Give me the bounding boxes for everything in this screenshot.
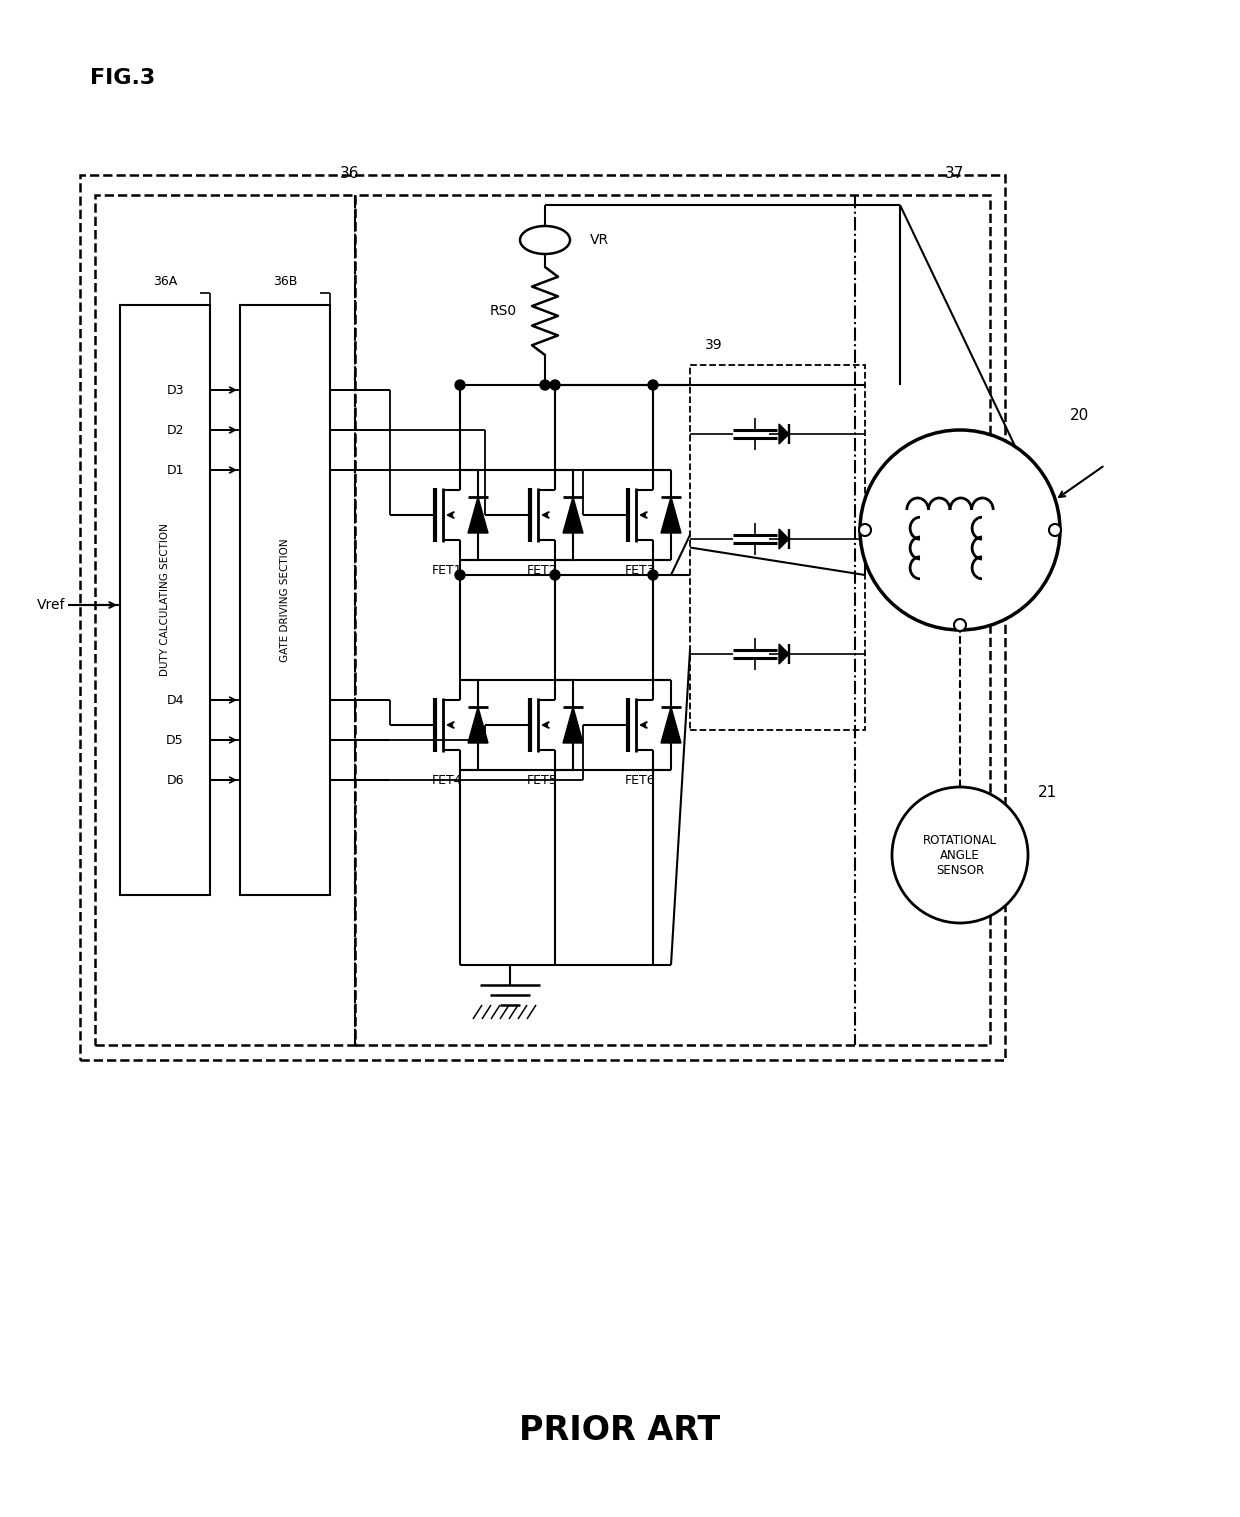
Bar [81,174,1004,1060]
Polygon shape [563,498,583,532]
Text: D6: D6 [166,774,184,786]
Text: 39: 39 [706,338,723,352]
Text: FET6: FET6 [625,774,655,786]
Polygon shape [779,645,789,664]
Text: FET5: FET5 [527,774,557,786]
Bar [120,305,210,895]
Text: 37: 37 [945,165,965,181]
Bar [95,196,355,1045]
Text: ROTATIONAL
ANGLE
SENSOR: ROTATIONAL ANGLE SENSOR [923,833,997,877]
Text: D5: D5 [166,734,184,746]
Bar [355,196,990,1045]
Circle shape [455,379,465,390]
Text: VR: VR [590,234,609,247]
Circle shape [861,429,1060,630]
Text: 20: 20 [1070,408,1089,423]
Circle shape [892,787,1028,922]
Circle shape [954,619,966,631]
Circle shape [539,379,551,390]
Circle shape [455,570,465,579]
Text: FET2: FET2 [527,563,557,576]
Text: FET3: FET3 [625,563,655,576]
Circle shape [1049,523,1061,536]
Polygon shape [661,707,681,743]
Polygon shape [563,707,583,743]
Text: D4: D4 [166,693,184,707]
Text: D1: D1 [166,464,184,476]
Text: RS0: RS0 [490,303,517,319]
Ellipse shape [520,226,570,253]
Polygon shape [467,498,489,532]
Text: FIG.3: FIG.3 [91,68,155,88]
Circle shape [551,570,560,579]
Text: D2: D2 [166,423,184,437]
Text: GATE DRIVING SECTION: GATE DRIVING SECTION [280,539,290,661]
Text: FET1: FET1 [432,563,463,576]
Text: Vref: Vref [36,598,64,611]
Text: DUTY CALCULATING SECTION: DUTY CALCULATING SECTION [160,523,170,677]
Text: 36B: 36B [273,275,298,288]
Polygon shape [467,707,489,743]
Circle shape [859,523,870,536]
Bar [689,366,866,730]
Circle shape [649,379,658,390]
Bar [241,305,330,895]
Text: 36: 36 [340,165,360,181]
Polygon shape [779,423,789,444]
Text: 36A: 36A [153,275,177,288]
Polygon shape [661,498,681,532]
Circle shape [649,570,658,579]
Text: D3: D3 [166,384,184,396]
Text: FET4: FET4 [432,774,463,786]
Polygon shape [779,529,789,549]
Text: PRIOR ART: PRIOR ART [520,1414,720,1447]
Text: 21: 21 [1038,784,1058,799]
Circle shape [551,379,560,390]
